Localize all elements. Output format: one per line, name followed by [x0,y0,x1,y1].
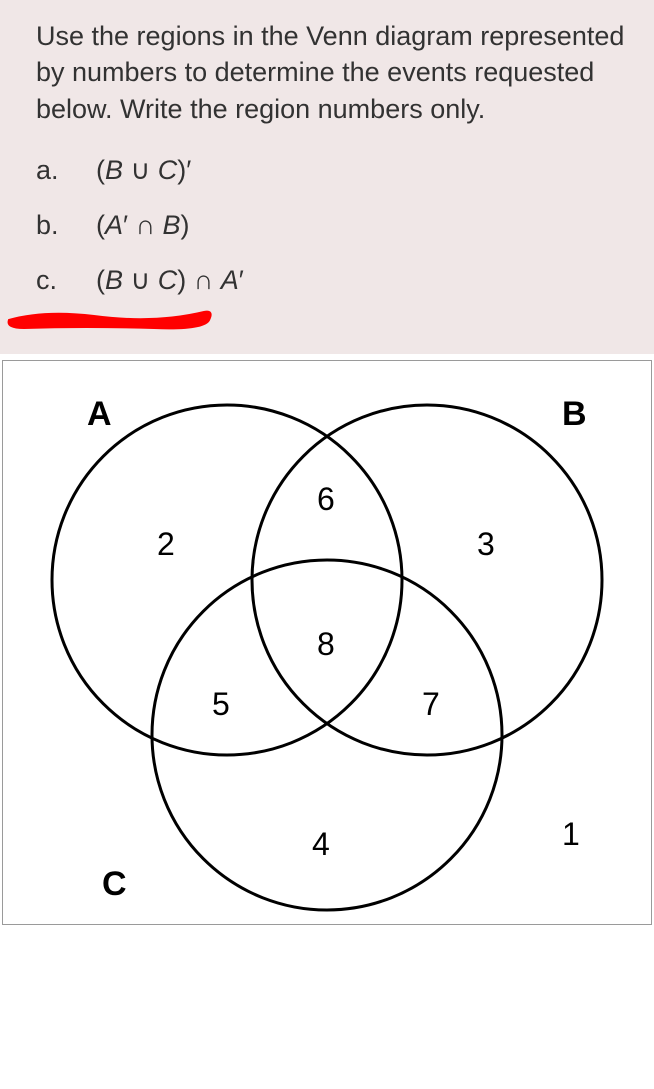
part-label: a. [36,155,96,186]
venn-set-label-b: B [562,395,587,433]
venn-region-3: 3 [477,526,495,562]
venn-region-2: 2 [157,526,175,562]
part-label: b. [36,210,96,241]
venn-region-1: 1 [562,816,580,852]
part-a: a. (B ∪ C)′ [36,155,626,186]
venn-diagram: A B C 1 2 3 4 5 6 7 8 [7,365,647,920]
red-highlight-mark [36,306,626,334]
part-expression: (B ∪ C) ∩ A′ [96,265,244,296]
venn-region-7: 7 [422,686,440,722]
venn-diagram-container: A B C 1 2 3 4 5 6 7 8 [2,360,652,925]
part-c: c. (B ∪ C) ∩ A′ [36,265,626,296]
part-b: b. (A′ ∩ B) [36,210,626,241]
instructions-text: Use the regions in the Venn diagram repr… [36,18,626,127]
venn-region-6: 6 [317,481,335,517]
venn-region-4: 4 [312,826,330,862]
venn-set-label-c: C [102,865,127,903]
part-expression: (A′ ∩ B) [96,210,190,241]
venn-set-label-a: A [87,395,112,433]
part-label: c. [36,265,96,296]
part-expression: (B ∪ C)′ [96,155,191,186]
venn-region-5: 5 [212,686,230,722]
question-panel: Use the regions in the Venn diagram repr… [0,0,654,354]
parts-list: a. (B ∪ C)′ b. (A′ ∩ B) c. (B ∪ C) ∩ A′ [36,155,626,296]
venn-region-8: 8 [317,626,335,662]
